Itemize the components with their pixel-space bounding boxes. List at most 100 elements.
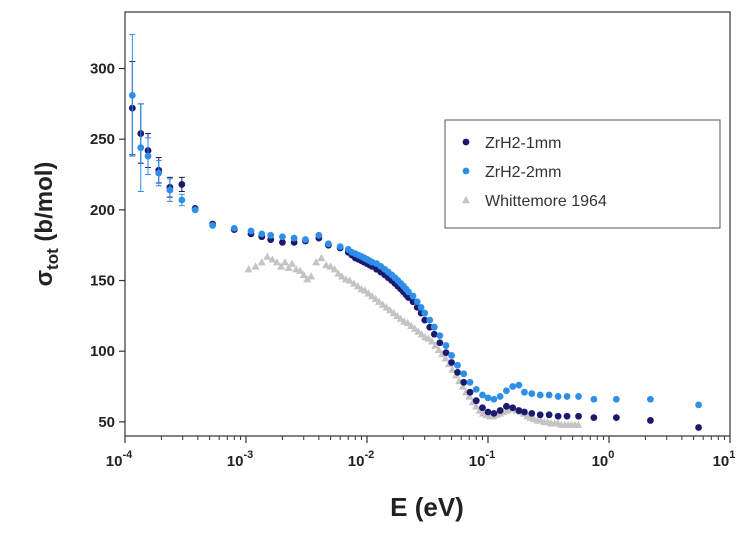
data-point (695, 424, 702, 431)
data-point (279, 238, 286, 246)
data-point (695, 401, 702, 409)
x-tick-label: 101 (713, 449, 736, 470)
data-point (528, 390, 536, 397)
y-tick-label: 150 (90, 273, 115, 290)
data-point (244, 265, 253, 273)
y-axis-title-symbol: σ (31, 270, 58, 286)
y-tick-label: 200 (90, 202, 115, 219)
series-1 (128, 34, 702, 409)
data-point (515, 407, 523, 414)
data-point (284, 263, 293, 272)
data-point (442, 349, 450, 357)
data-point (302, 236, 309, 243)
data-point (554, 412, 562, 420)
data-point (326, 262, 335, 270)
data-point (414, 327, 423, 335)
legend-marker (462, 138, 470, 146)
data-point (427, 337, 436, 345)
legend: ZrH2-1mm ZrH2-2mm Whittemore 1964 (444, 119, 721, 229)
data-point (144, 152, 152, 160)
x-tick-label: 10-3 (227, 449, 253, 470)
data-point (448, 365, 457, 373)
y-axis-title-subscript: tot (43, 248, 62, 270)
data-point (575, 393, 582, 400)
data-point (528, 409, 536, 417)
data-point (279, 233, 286, 241)
data-point (545, 411, 553, 419)
data-point (263, 252, 272, 260)
data-point (307, 272, 316, 280)
data-point (479, 391, 486, 399)
data-point (303, 275, 312, 283)
data-point (612, 414, 620, 422)
data-point (330, 265, 339, 273)
data-point (277, 262, 286, 270)
data-point (436, 332, 444, 340)
data-point (563, 412, 571, 420)
data-point (258, 230, 266, 238)
data-point (536, 391, 544, 399)
data-point (191, 206, 199, 214)
data-point (454, 369, 461, 376)
y-tick-label: 50 (98, 414, 115, 431)
data-point (490, 409, 498, 417)
data-point (436, 339, 444, 347)
data-point (345, 276, 354, 284)
data-point (575, 412, 582, 420)
data-point (521, 408, 528, 416)
series-2 (244, 252, 583, 428)
data-point (336, 243, 344, 251)
data-point (431, 341, 440, 349)
data-point (424, 334, 433, 342)
data-point (647, 417, 654, 424)
data-point (466, 378, 474, 386)
data-point (448, 352, 455, 359)
data-point (267, 231, 275, 239)
data-point (563, 393, 571, 400)
data-point (364, 289, 373, 297)
data-point (503, 402, 510, 410)
data-point (268, 255, 277, 263)
x-tick-label: 10-1 (469, 449, 495, 470)
data-point (442, 342, 450, 349)
data-point (386, 306, 395, 314)
data-point (434, 345, 443, 353)
data-point (430, 323, 438, 331)
data-point (612, 395, 620, 403)
data-point (590, 414, 598, 422)
data-point (296, 266, 305, 274)
data-point (155, 169, 163, 177)
data-point (536, 411, 544, 419)
data-point (353, 282, 362, 290)
data-point (349, 279, 358, 287)
data-point (288, 259, 297, 267)
data-point (325, 240, 332, 248)
data-point (322, 260, 331, 269)
data-point (334, 269, 343, 277)
data-point (647, 395, 654, 403)
data-point (299, 270, 308, 279)
legend-marker (462, 167, 470, 175)
legend-label: ZrH2-2mm (485, 164, 561, 181)
data-point (137, 144, 145, 152)
data-point (389, 309, 398, 317)
y-tick-label: 300 (90, 61, 115, 78)
data-point (368, 292, 377, 300)
series-layer (128, 34, 702, 431)
data-point (405, 288, 412, 296)
x-tick-label: 10-2 (348, 449, 374, 470)
data-point (178, 181, 186, 188)
data-point (378, 300, 387, 308)
data-point (375, 297, 384, 305)
data-point (317, 253, 326, 262)
data-point (503, 387, 510, 395)
x-axis: 10-4 10-3 10-2 10-1 100 101 (106, 436, 736, 470)
data-point (421, 309, 429, 317)
data-point (315, 231, 323, 239)
data-point (371, 294, 380, 303)
data-point (166, 186, 174, 194)
legend-label: ZrH2-1mm (485, 135, 561, 152)
data-point (521, 388, 528, 396)
data-point (472, 397, 480, 405)
